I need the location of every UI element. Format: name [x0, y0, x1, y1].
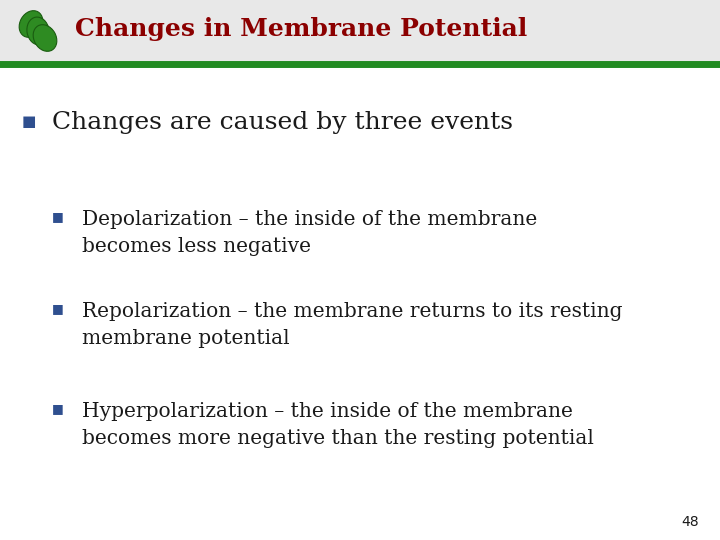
Text: ■: ■: [52, 402, 64, 415]
FancyBboxPatch shape: [0, 0, 720, 62]
Ellipse shape: [27, 17, 49, 45]
Text: Hyperpolarization – the inside of the membrane
becomes more negative than the re: Hyperpolarization – the inside of the me…: [82, 402, 594, 448]
Text: Changes are caused by three events: Changes are caused by three events: [52, 111, 513, 133]
Text: ■: ■: [52, 302, 64, 315]
Text: 48: 48: [681, 515, 699, 529]
Text: ■: ■: [52, 210, 64, 223]
Text: Changes in Membrane Potential: Changes in Membrane Potential: [75, 17, 527, 41]
Text: Depolarization – the inside of the membrane
becomes less negative: Depolarization – the inside of the membr…: [82, 210, 537, 256]
Ellipse shape: [19, 11, 42, 37]
Text: ■: ■: [22, 114, 37, 130]
Text: Repolarization – the membrane returns to its resting
membrane potential: Repolarization – the membrane returns to…: [82, 302, 623, 348]
Ellipse shape: [33, 25, 57, 51]
